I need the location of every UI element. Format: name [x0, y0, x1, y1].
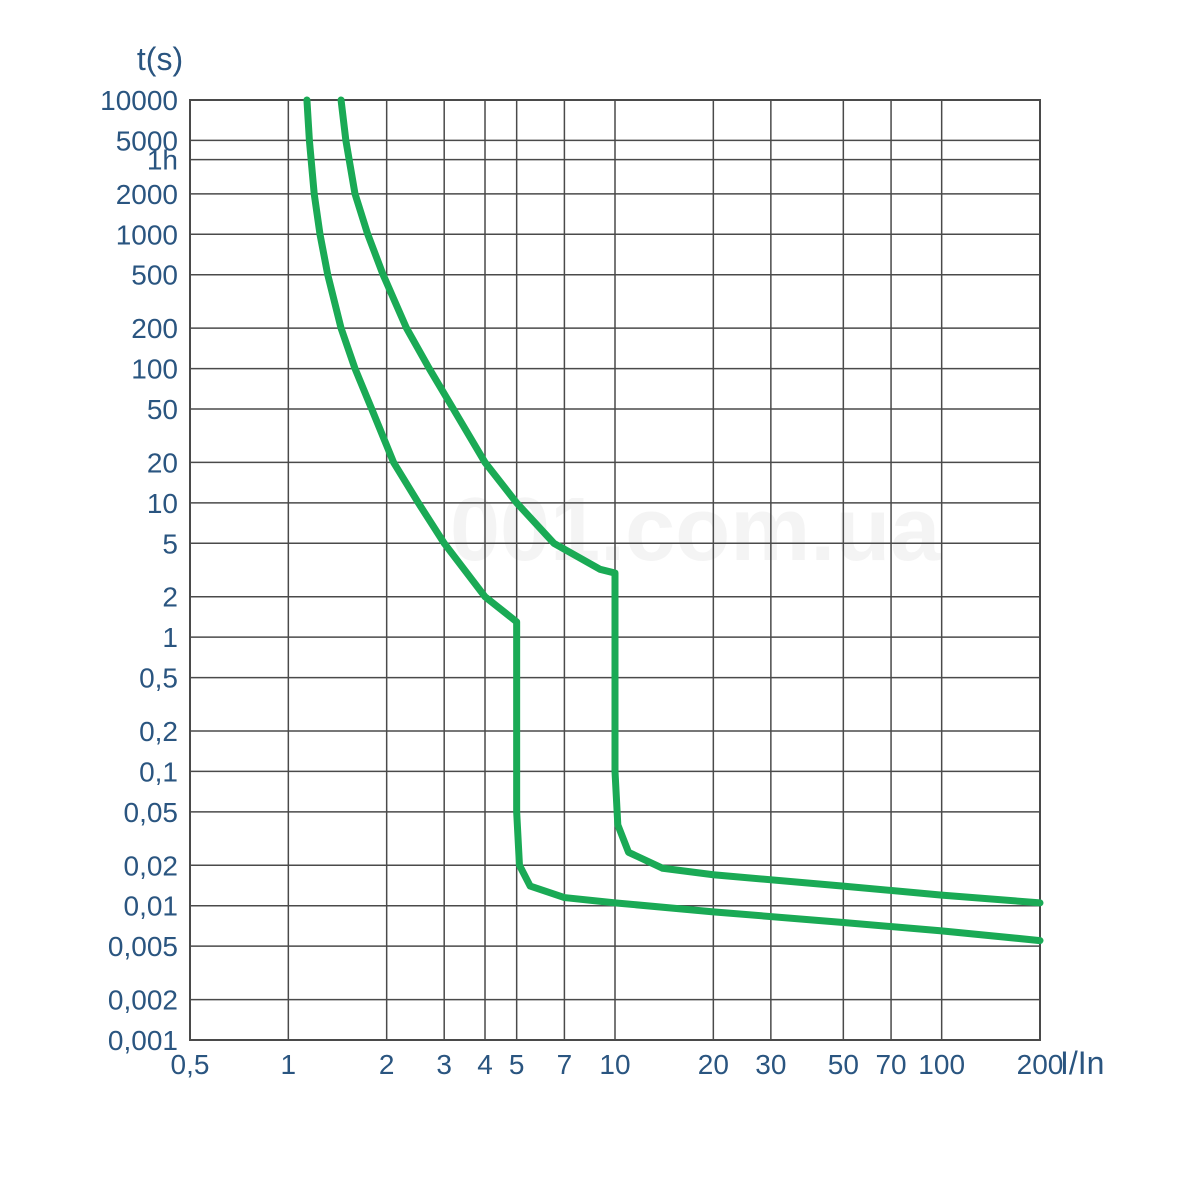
- x-tick-label: 1: [281, 1049, 297, 1080]
- y-tick-label: 1h: [147, 145, 178, 176]
- x-tick-label: 70: [875, 1049, 906, 1080]
- y-tick-label: 10000: [100, 85, 178, 116]
- x-tick-label: 3: [436, 1049, 452, 1080]
- x-tick-label: 20: [698, 1049, 729, 1080]
- y-tick-label: 10: [147, 488, 178, 519]
- x-axis-title: I/In: [1060, 1045, 1104, 1081]
- y-tick-label: 20: [147, 447, 178, 478]
- y-tick-label: 0,02: [124, 850, 179, 881]
- y-axis-title: t(s): [137, 41, 183, 77]
- y-tick-label: 0,5: [139, 663, 178, 694]
- y-tick-label: 500: [131, 260, 178, 291]
- y-tick-label: 0,1: [139, 756, 178, 787]
- x-tick-label: 30: [755, 1049, 786, 1080]
- y-tick-label: 0,2: [139, 716, 178, 747]
- y-tick-label: 0,05: [124, 797, 179, 828]
- x-tick-label: 50: [828, 1049, 859, 1080]
- x-tick-label: 0,5: [171, 1049, 210, 1080]
- y-tick-label: 0,005: [108, 931, 178, 962]
- x-tick-label: 200: [1017, 1049, 1064, 1080]
- y-tick-label: 2: [162, 582, 178, 613]
- x-tick-label: 100: [918, 1049, 965, 1080]
- y-tick-label: 0,001: [108, 1025, 178, 1056]
- trip-curve-chart: 001.com.ua t(s) I/In 1000050001h20001000…: [0, 0, 1200, 1200]
- y-tick-label: 2000: [116, 179, 178, 210]
- y-tick-label: 1: [162, 622, 178, 653]
- y-tick-label: 1000: [116, 219, 178, 250]
- y-tick-label: 200: [131, 313, 178, 344]
- x-tick-label: 5: [509, 1049, 525, 1080]
- y-tick-label: 100: [131, 354, 178, 385]
- y-tick-label: 0,002: [108, 985, 178, 1016]
- y-tick-label: 0,01: [124, 891, 179, 922]
- x-tick-label: 4: [477, 1049, 493, 1080]
- x-tick-label: 10: [599, 1049, 630, 1080]
- x-tick-labels: 0,5 1 2 345 7 10 20 30 50 70 100 200: [171, 1049, 1064, 1080]
- y-tick-labels: 1000050001h200010005002001005020105210,5…: [100, 85, 178, 1056]
- x-tick-label: 2: [379, 1049, 395, 1080]
- x-tick-label: 7: [557, 1049, 573, 1080]
- watermark: 001.com.ua: [450, 480, 941, 580]
- y-tick-label: 50: [147, 394, 178, 425]
- y-tick-label: 5: [162, 528, 178, 559]
